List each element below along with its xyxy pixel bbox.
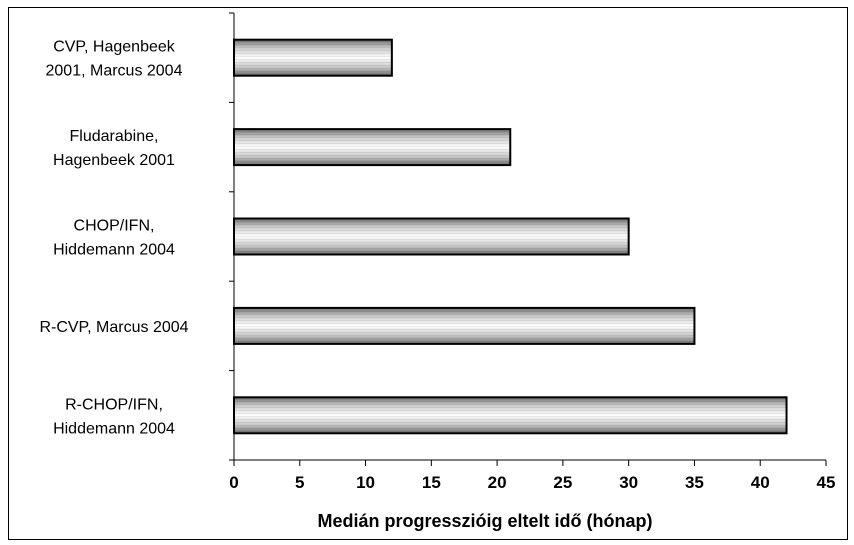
bar-chart: CVP, Hagenbeek 2001, Marcus 2004 Fludarabi… — [39, 12, 835, 531]
x-tick-label: 40 — [751, 473, 770, 492]
bar-texture — [235, 398, 786, 433]
x-tick-label: 5 — [295, 473, 304, 492]
x-tick-label: 10 — [356, 473, 375, 492]
x-tick-label: 30 — [619, 473, 638, 492]
category-label: CVP, Hagenbeek 2001, Marcus 2004 — [46, 39, 183, 80]
category-label: Fludarabine, Hagenbeek 2001 — [53, 128, 175, 169]
category-labels: CVP, Hagenbeek 2001, Marcus 2004 Fludarabi… — [39, 39, 188, 438]
x-tick-label: 0 — [229, 473, 238, 492]
x-tick-labels: 0 5 10 15 20 25 30 35 40 45 — [229, 473, 835, 492]
chart-frame: CVP, Hagenbeek 2001, Marcus 2004 Fludarabi… — [8, 7, 848, 540]
bar-texture — [235, 308, 694, 343]
x-tick-label: 20 — [488, 473, 507, 492]
x-tick-label: 25 — [553, 473, 572, 492]
bars — [233, 38, 788, 435]
x-tick-label: 45 — [817, 473, 836, 492]
bar-texture — [235, 130, 510, 165]
bar-texture — [235, 219, 628, 254]
category-label: R-CHOP/IFN, Hiddemann 2004 — [53, 396, 175, 437]
category-label: CHOP/IFN, Hiddemann 2004 — [53, 218, 175, 259]
x-tick-label: 35 — [685, 473, 704, 492]
category-label: R-CVP, Marcus 2004 — [39, 319, 188, 336]
x-tick-label: 15 — [422, 473, 441, 492]
x-axis-title: Medián progresszióig eltelt idő (hónap) — [317, 511, 652, 531]
bar-texture — [235, 40, 391, 75]
